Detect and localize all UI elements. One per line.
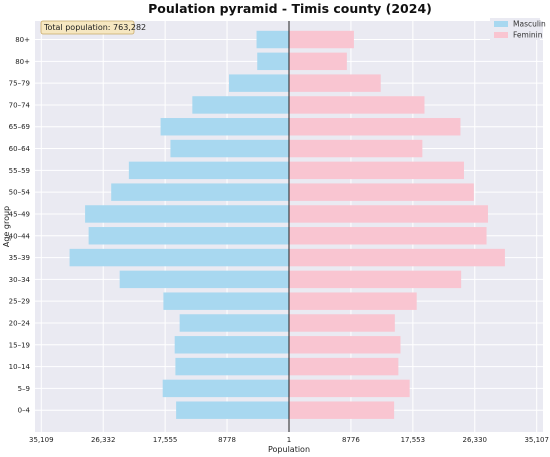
x-tick-label: 17,555 bbox=[153, 436, 178, 444]
x-tick-label: 26,330 bbox=[463, 436, 488, 444]
masculin-bars bbox=[69, 30, 290, 419]
total-population-annotation: Total population: 763,282 bbox=[40, 20, 146, 35]
x-tick-label: 1 bbox=[287, 436, 291, 444]
bar-masculin bbox=[160, 118, 289, 136]
bar-masculin bbox=[256, 30, 289, 49]
legend: Masculin Feminin bbox=[490, 18, 546, 40]
bar-masculin bbox=[192, 96, 289, 114]
y-tick-label: 40–44 bbox=[9, 232, 31, 240]
bar-feminin bbox=[289, 314, 395, 332]
y-tick-label: 0–4 bbox=[18, 407, 31, 415]
bar-feminin bbox=[289, 139, 423, 158]
bar-feminin bbox=[289, 52, 347, 71]
bar-masculin bbox=[229, 74, 289, 92]
y-tick-labels: 0–4 5–9 10–14 15–19 20–24 25–29 30–34 35–39 40–4… bbox=[9, 36, 31, 415]
bar-feminin bbox=[289, 96, 425, 114]
y-tick-label: 5–9 bbox=[18, 385, 30, 393]
bar-masculin bbox=[176, 401, 289, 419]
y-tick-label: 65–69 bbox=[9, 123, 30, 131]
bar-feminin bbox=[289, 30, 354, 49]
y-tick-label: 60–64 bbox=[9, 145, 31, 153]
bar-feminin bbox=[289, 248, 505, 267]
bar-masculin bbox=[175, 357, 289, 376]
bar-feminin bbox=[289, 161, 464, 180]
bar-feminin bbox=[289, 292, 417, 310]
feminin-bars bbox=[289, 30, 505, 419]
x-tick-label: 35,109 bbox=[29, 436, 54, 444]
y-tick-label: 75–79 bbox=[9, 80, 30, 88]
annotation-text: Total population: 763,282 bbox=[43, 23, 146, 32]
bar-masculin bbox=[69, 248, 289, 267]
bar-masculin bbox=[163, 292, 289, 310]
y-tick-label: 15–19 bbox=[9, 341, 30, 349]
x-tick-label: 35,107 bbox=[524, 436, 549, 444]
plot-area bbox=[35, 21, 543, 432]
bar-masculin bbox=[111, 183, 289, 201]
y-axis-label: Age group bbox=[2, 206, 11, 247]
bar-feminin bbox=[289, 401, 395, 419]
x-tick-label: 17,553 bbox=[401, 436, 426, 444]
x-axis-label: Population bbox=[268, 445, 310, 454]
legend-swatch bbox=[494, 21, 508, 27]
y-tick-label: 55–59 bbox=[9, 167, 30, 175]
annotation-box bbox=[40, 20, 135, 35]
bar-masculin bbox=[128, 161, 289, 180]
y-tick-label: 25–29 bbox=[9, 298, 30, 306]
legend-label: Feminin bbox=[513, 31, 543, 40]
x-tick-label: 8776 bbox=[342, 436, 360, 444]
bar-masculin bbox=[179, 314, 289, 332]
bar-feminin bbox=[289, 74, 381, 92]
bar-feminin bbox=[289, 270, 462, 289]
y-tick-label: 70–74 bbox=[9, 101, 31, 109]
y-tick-label: 80+ bbox=[15, 58, 30, 66]
x-tick-label: 8778 bbox=[218, 436, 236, 444]
bar-feminin bbox=[289, 379, 410, 398]
y-tick-label: 35–39 bbox=[9, 254, 30, 262]
bar-masculin bbox=[174, 336, 289, 354]
x-tick-label: 26,332 bbox=[91, 436, 116, 444]
bar-feminin bbox=[289, 205, 488, 223]
y-tick-label: 45–49 bbox=[9, 210, 30, 218]
y-tick-label: 20–24 bbox=[9, 319, 31, 327]
bar-masculin bbox=[162, 379, 289, 398]
y-tick-label: 30–34 bbox=[9, 276, 31, 284]
y-tick-label: 10–14 bbox=[9, 363, 31, 371]
bar-masculin bbox=[85, 205, 289, 223]
x-tick-labels: 35,109 26,332 17,555 8778 1 8776 17,553 26,330 3… bbox=[29, 436, 549, 444]
bar-feminin bbox=[289, 336, 401, 354]
bar-masculin bbox=[170, 139, 289, 158]
bar-feminin bbox=[289, 183, 474, 201]
bar-masculin bbox=[119, 270, 290, 289]
bar-masculin bbox=[257, 52, 289, 71]
bar-feminin bbox=[289, 118, 461, 136]
bar-feminin bbox=[289, 357, 399, 376]
legend-label: Masculin bbox=[513, 20, 546, 29]
y-tick-label: 50–54 bbox=[9, 189, 31, 197]
chart-title: Poulation pyramid - Timis county (2024) bbox=[148, 1, 432, 16]
bar-feminin bbox=[289, 227, 487, 245]
legend-swatch bbox=[494, 32, 508, 38]
bar-masculin bbox=[88, 227, 289, 245]
y-tick-label: 80+ bbox=[15, 36, 30, 44]
